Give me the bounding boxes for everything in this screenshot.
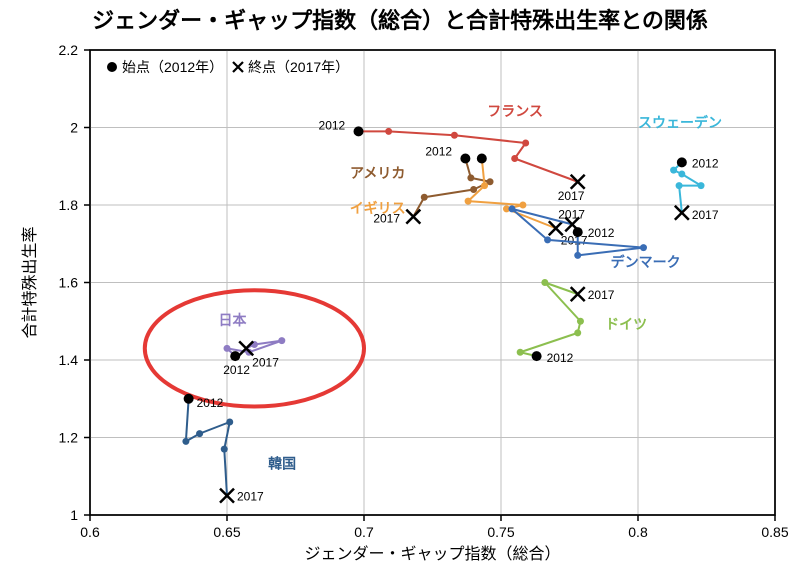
mid-marker xyxy=(385,128,392,135)
start-marker xyxy=(230,351,240,361)
year-label: 2017 xyxy=(237,490,264,504)
ytick-label: 2.2 xyxy=(59,42,79,58)
ytick-label: 1.6 xyxy=(59,275,79,291)
ytick-label: 2 xyxy=(70,120,78,136)
xtick-label: 0.75 xyxy=(487,524,514,540)
mid-marker xyxy=(517,349,524,356)
series-label: イギリス xyxy=(350,200,406,216)
ytick-label: 1.4 xyxy=(59,352,79,368)
chart-svg: ジェンダー・ギャップ指数（総合）と合計特殊出生率との関係 0.6 0.65 0.7 0.… xyxy=(0,0,800,561)
ytick-label: 1.8 xyxy=(59,197,79,213)
mid-marker xyxy=(544,236,551,243)
mid-marker xyxy=(522,140,529,147)
series-label: アメリカ xyxy=(350,165,405,181)
mid-marker xyxy=(470,186,477,193)
year-label: 2017 xyxy=(588,288,615,302)
legend-start-icon xyxy=(107,62,117,72)
mid-marker xyxy=(676,182,683,189)
mid-marker xyxy=(574,329,581,336)
mid-marker xyxy=(481,182,488,189)
mid-marker xyxy=(196,430,203,437)
mid-marker xyxy=(465,198,472,205)
x-axis-label: ジェンダー・ギャップ指数（総合） xyxy=(304,545,560,561)
mid-marker xyxy=(577,318,584,325)
series-label: デンマーク xyxy=(611,254,681,270)
year-label: 2017 xyxy=(558,207,585,221)
ytick-label: 1.2 xyxy=(59,430,79,446)
start-marker xyxy=(184,394,194,404)
series-label: 日本 xyxy=(218,312,247,328)
chart-title: ジェンダー・ギャップ指数（総合）と合計特殊出生率との関係 xyxy=(92,8,708,33)
mid-marker xyxy=(640,244,647,251)
xtick-label: 0.7 xyxy=(354,524,374,540)
mid-marker xyxy=(508,205,515,212)
ytick-label: 1 xyxy=(70,507,78,523)
mid-marker xyxy=(221,446,228,453)
legend-start-text: 始点（2012年） xyxy=(122,59,223,75)
mid-marker xyxy=(698,182,705,189)
year-label: 2012 xyxy=(319,118,346,132)
start-marker xyxy=(460,154,470,164)
year-label: 2012 xyxy=(692,156,719,170)
year-label: 2012 xyxy=(223,363,250,377)
mid-marker xyxy=(467,174,474,181)
mid-marker xyxy=(678,171,685,178)
start-marker xyxy=(677,157,687,167)
legend-end-text: 終点（2017年） xyxy=(248,59,349,75)
start-marker xyxy=(477,154,487,164)
mid-marker xyxy=(224,345,231,352)
year-label: 2017 xyxy=(558,189,585,203)
series-label: フランス xyxy=(487,103,543,119)
mid-marker xyxy=(511,155,518,162)
y-axis-label: 合計特殊出生率 xyxy=(21,226,39,338)
series-label: スウェーデン xyxy=(638,115,722,131)
year-label: 2012 xyxy=(425,145,452,159)
year-label: 2012 xyxy=(197,396,224,410)
mid-marker xyxy=(421,194,428,201)
year-label: 2012 xyxy=(588,226,615,240)
mid-marker xyxy=(451,132,458,139)
mid-marker xyxy=(574,252,581,259)
year-label: 2017 xyxy=(252,355,279,369)
mid-marker xyxy=(278,337,285,344)
xtick-label: 0.85 xyxy=(761,524,788,540)
mid-marker xyxy=(519,202,526,209)
start-marker xyxy=(354,126,364,136)
mid-marker xyxy=(226,419,233,426)
series-label: 韓国 xyxy=(268,456,296,472)
xtick-label: 0.65 xyxy=(213,524,240,540)
chart-container: ジェンダー・ギャップ指数（総合）と合計特殊出生率との関係 0.6 0.65 0.7 0.… xyxy=(0,0,800,561)
mid-marker xyxy=(670,167,677,174)
xtick-label: 0.6 xyxy=(80,524,100,540)
start-marker xyxy=(532,351,542,361)
xtick-label: 0.8 xyxy=(628,524,648,540)
year-label: 2012 xyxy=(547,351,574,365)
year-label: 2017 xyxy=(692,208,719,222)
mid-marker xyxy=(541,279,548,286)
series-label: ドイツ xyxy=(605,316,647,332)
mid-marker xyxy=(182,438,189,445)
